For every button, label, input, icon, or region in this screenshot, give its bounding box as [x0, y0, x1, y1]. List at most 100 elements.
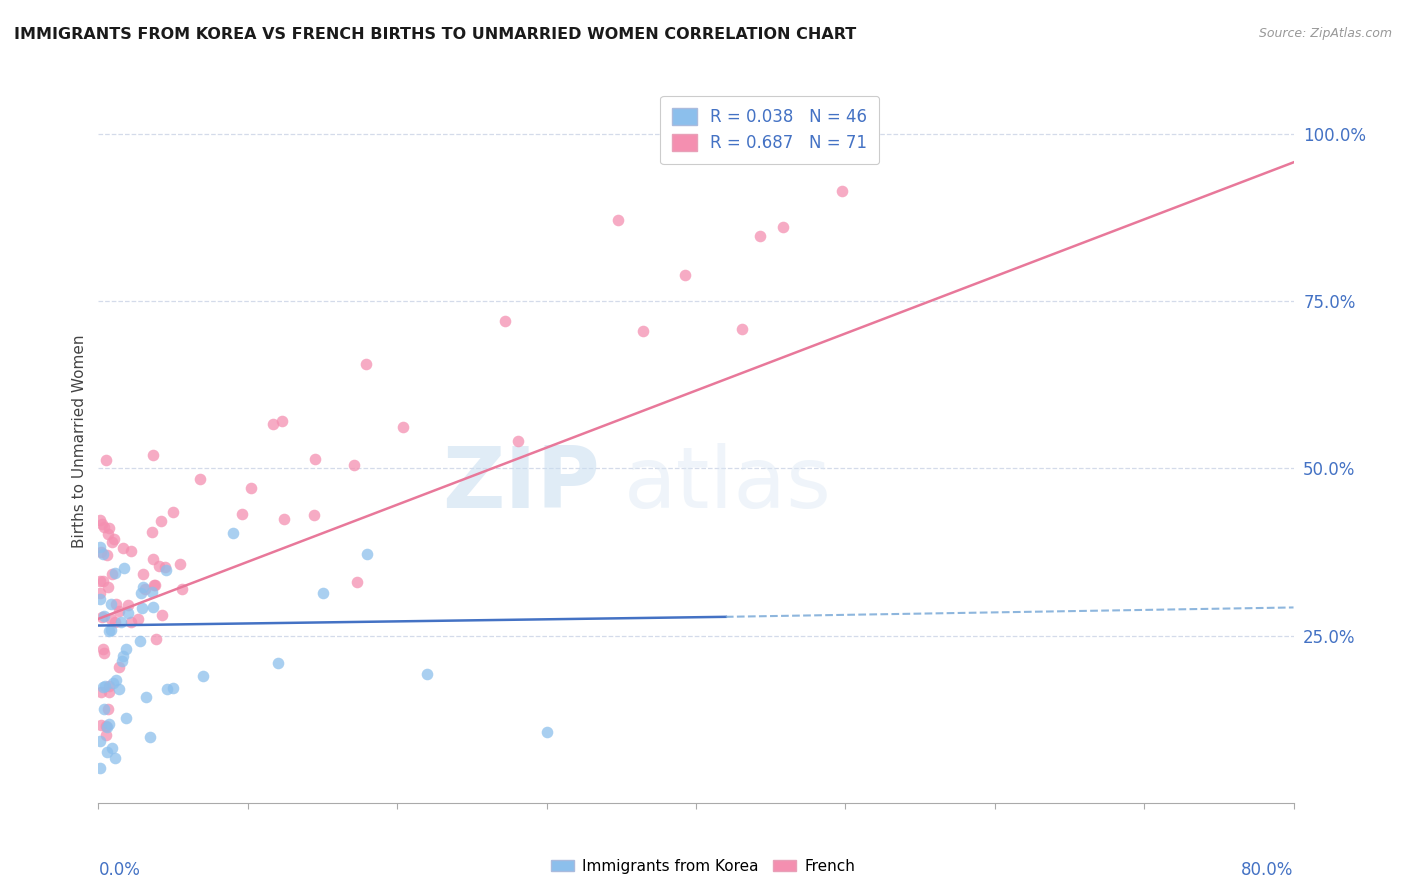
Point — [190, 472, 212, 486]
Point — [94, 719, 117, 733]
Point — [91, 516, 114, 531]
Point — [392, 420, 415, 434]
Point — [93, 646, 115, 660]
Point — [128, 634, 150, 648]
Point — [142, 599, 165, 614]
Point — [416, 667, 439, 681]
Point — [311, 586, 333, 600]
Point — [89, 513, 111, 527]
Point — [89, 592, 111, 607]
Point — [240, 482, 263, 496]
Point — [304, 452, 326, 467]
Point — [132, 566, 155, 581]
Point — [97, 624, 120, 638]
Point — [150, 514, 173, 528]
Point — [231, 507, 253, 521]
Point — [107, 681, 129, 696]
Point — [132, 581, 155, 595]
Point — [139, 730, 162, 744]
Point — [94, 728, 117, 742]
Point — [110, 615, 132, 630]
Point — [93, 520, 115, 534]
Point — [536, 725, 558, 739]
Point — [111, 649, 134, 664]
Point — [170, 582, 193, 597]
Point — [104, 597, 127, 611]
Point — [101, 676, 124, 690]
Point — [117, 606, 139, 620]
Point — [90, 685, 112, 699]
Point — [115, 711, 138, 725]
Point — [101, 741, 124, 756]
Point — [100, 597, 122, 611]
Text: 80.0%: 80.0% — [1241, 861, 1294, 879]
Point — [772, 220, 794, 235]
Point — [100, 612, 122, 626]
Point — [90, 544, 112, 558]
Point — [112, 560, 135, 574]
Point — [343, 458, 366, 473]
Point — [134, 582, 156, 596]
Point — [262, 417, 284, 432]
Point — [141, 585, 163, 599]
Point — [222, 526, 245, 541]
Point — [91, 610, 114, 624]
Point — [730, 322, 752, 336]
Point — [89, 761, 111, 775]
Point — [93, 679, 115, 693]
Point — [273, 512, 295, 526]
Point — [748, 229, 770, 244]
Point — [121, 615, 143, 629]
Point — [98, 679, 121, 693]
Y-axis label: Births to Unmarried Women: Births to Unmarried Women — [72, 334, 87, 549]
Point — [111, 654, 134, 668]
Point — [162, 681, 184, 695]
Point — [120, 544, 142, 558]
Point — [169, 557, 191, 571]
Text: Source: ZipAtlas.com: Source: ZipAtlas.com — [1258, 27, 1392, 40]
Point — [155, 563, 177, 577]
Point — [104, 673, 127, 688]
Point — [162, 505, 184, 519]
Point — [90, 717, 112, 731]
Point — [89, 733, 111, 747]
Point — [114, 641, 136, 656]
Point — [96, 548, 118, 562]
Point — [104, 566, 127, 581]
Point — [135, 690, 157, 705]
Point — [89, 540, 111, 554]
Point — [141, 552, 163, 566]
Point — [100, 623, 122, 637]
Point — [98, 685, 121, 699]
Point — [103, 532, 125, 546]
Point — [107, 659, 129, 673]
Point — [673, 268, 696, 282]
Point — [508, 434, 530, 449]
Point — [494, 314, 516, 328]
Point — [156, 682, 179, 697]
Point — [633, 324, 655, 338]
Point — [354, 357, 377, 371]
Point — [267, 656, 290, 670]
Text: atlas: atlas — [624, 443, 832, 526]
Point — [356, 547, 378, 561]
Point — [191, 668, 214, 682]
Point — [101, 534, 124, 549]
Point — [91, 574, 114, 589]
Point — [145, 632, 167, 646]
Point — [91, 681, 114, 695]
Point — [153, 560, 176, 574]
Point — [142, 578, 165, 592]
Point — [94, 453, 117, 467]
Point — [96, 745, 118, 759]
Point — [98, 716, 121, 731]
Point — [607, 212, 630, 227]
Point — [89, 574, 111, 588]
Point — [93, 609, 115, 624]
Point — [117, 598, 139, 612]
Point — [148, 559, 170, 574]
Point — [150, 608, 173, 623]
Point — [142, 448, 165, 462]
Point — [108, 604, 131, 618]
Point — [131, 586, 153, 600]
